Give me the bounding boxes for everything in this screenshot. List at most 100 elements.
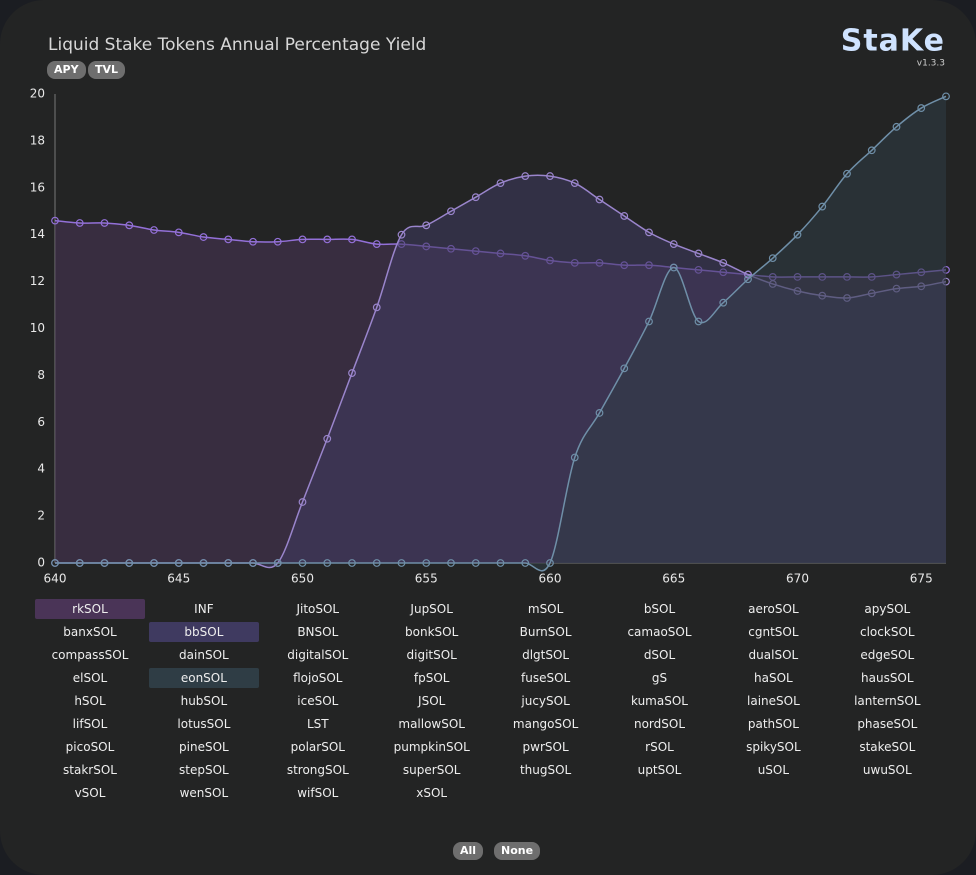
token-toggle[interactable]: haSOL: [754, 671, 793, 685]
token-toggle[interactable]: clockSOL: [860, 625, 915, 639]
token-toggle[interactable]: kumaSOL: [631, 694, 688, 708]
token-toggle[interactable]: BurnSOL: [519, 625, 572, 639]
token-toggle[interactable]: phaseSOL: [857, 717, 918, 731]
data-point: [694, 317, 703, 326]
token-toggle[interactable]: uptSOL: [637, 763, 682, 777]
token-toggle[interactable]: cgntSOL: [748, 625, 799, 639]
data-point: [669, 240, 678, 248]
token-toggle[interactable]: stakeSOL: [859, 740, 916, 754]
token-toggle[interactable]: hubSOL: [180, 694, 228, 708]
metric-button[interactable]: TVL: [88, 61, 126, 79]
token-toggle[interactable]: mangoSOL: [512, 717, 579, 731]
token-toggle[interactable]: uwuSOL: [862, 763, 912, 777]
data-point: [348, 559, 356, 567]
token-toggle[interactable]: stakrSOL: [63, 763, 117, 777]
token-toggle[interactable]: pathSOL: [747, 717, 799, 731]
token-toggle[interactable]: banxSOL: [63, 625, 117, 639]
data-point: [150, 559, 158, 567]
token-toggle[interactable]: stepSOL: [179, 763, 229, 777]
token-toggle[interactable]: polarSOL: [290, 740, 345, 754]
metric-button[interactable]: APY: [47, 61, 86, 79]
select-button[interactable]: All: [453, 842, 484, 860]
data-point: [323, 434, 332, 443]
token-toggle[interactable]: dainSOL: [179, 648, 229, 662]
data-point: [645, 228, 653, 237]
token-toggle[interactable]: bonkSOL: [405, 625, 459, 639]
token-toggle[interactable]: lanternSOL: [854, 694, 921, 708]
token-toggle[interactable]: mallowSOL: [398, 717, 465, 731]
token-toggle[interactable]: lifSOL: [72, 717, 108, 731]
data-point: [546, 559, 554, 567]
token-toggle[interactable]: compassSOL: [51, 648, 129, 662]
token-toggle[interactable]: bbSOL: [148, 622, 259, 642]
data-point: [199, 233, 208, 241]
token-toggle[interactable]: digitalSOL: [287, 648, 349, 662]
token-toggle[interactable]: hSOL: [74, 694, 106, 708]
token-toggle[interactable]: uSOL: [757, 763, 790, 777]
token-toggle[interactable]: JupSOL: [410, 602, 453, 616]
token-toggle[interactable]: flojoSOL: [293, 671, 343, 685]
token-toggle[interactable]: eonSOL: [148, 668, 259, 688]
token-toggle[interactable]: pwrSOL: [522, 740, 569, 754]
token-toggle[interactable]: nordSOL: [633, 717, 686, 731]
data-point: [719, 258, 728, 267]
token-toggle[interactable]: vSOL: [74, 786, 106, 800]
x-tick-label: 670: [786, 572, 809, 586]
token-toggle[interactable]: hausSOL: [861, 671, 914, 685]
token-toggle[interactable]: JitoSOL: [296, 602, 340, 616]
y-tick-label: 4: [37, 462, 45, 476]
token-toggle[interactable]: spikySOL: [746, 740, 801, 754]
data-point: [471, 559, 480, 567]
data-point: [719, 298, 728, 307]
token-toggle[interactable]: thugSOL: [519, 763, 572, 777]
data-point: [125, 559, 134, 567]
token-toggle[interactable]: digitSOL: [406, 648, 457, 662]
token-toggle[interactable]: aeroSOL: [748, 602, 799, 616]
data-point: [645, 317, 653, 326]
data-point: [744, 275, 752, 284]
y-tick-label: 20: [30, 87, 45, 101]
token-toggle[interactable]: superSOL: [402, 763, 461, 777]
token-toggle[interactable]: bSOL: [643, 602, 676, 616]
token-toggle[interactable]: pumpkinSOL: [393, 740, 470, 754]
data-point: [372, 559, 381, 567]
token-toggle[interactable]: iceSOL: [297, 694, 339, 708]
token-toggle[interactable]: fuseSOL: [520, 671, 571, 685]
token-toggle[interactable]: LST: [306, 717, 329, 731]
token-toggle[interactable]: lotusSOL: [177, 717, 231, 731]
data-point: [372, 240, 381, 248]
token-toggle[interactable]: BNSOL: [297, 625, 339, 639]
token-toggle[interactable]: dualSOL: [748, 648, 799, 662]
data-point: [793, 230, 802, 239]
select-button[interactable]: None: [494, 842, 541, 860]
token-toggle[interactable]: elSOL: [72, 671, 108, 685]
token-toggle[interactable]: wifSOL: [297, 786, 339, 800]
token-toggle[interactable]: apySOL: [864, 602, 911, 616]
token-toggle[interactable]: rkSOL: [35, 599, 145, 619]
token-toggle[interactable]: jucySOL: [521, 694, 570, 708]
data-point: [744, 270, 752, 279]
token-toggle[interactable]: JSOL: [418, 694, 446, 708]
token-toggle[interactable]: camaoSOL: [627, 625, 692, 639]
token-toggle[interactable]: strongSOL: [286, 763, 349, 777]
token-toggle[interactable]: pineSOL: [179, 740, 229, 754]
token-toggle[interactable]: dlgtSOL: [522, 648, 570, 662]
token-toggle[interactable]: xSOL: [416, 786, 448, 800]
data-point: [75, 219, 84, 227]
data-point: [620, 212, 629, 220]
data-point: [620, 364, 629, 373]
token-toggle[interactable]: gS: [651, 671, 668, 685]
data-point: [372, 303, 381, 312]
token-toggle[interactable]: mSOL: [527, 602, 564, 616]
token-toggle[interactable]: rSOL: [645, 740, 674, 754]
token-toggle[interactable]: laineSOL: [747, 694, 800, 708]
token-toggle[interactable]: fpSOL: [413, 671, 450, 685]
data-point: [224, 235, 233, 244]
token-toggle[interactable]: picoSOL: [65, 740, 115, 754]
token-toggle[interactable]: wenSOL: [179, 786, 229, 800]
token-toggle[interactable]: edgeSOL: [860, 648, 915, 662]
data-point: [298, 559, 307, 567]
token-toggle[interactable]: INF: [194, 602, 214, 616]
token-toggle[interactable]: dSOL: [643, 648, 676, 662]
